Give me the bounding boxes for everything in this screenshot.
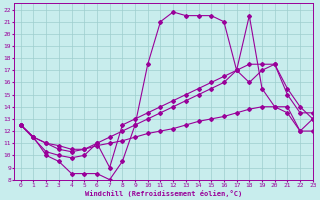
X-axis label: Windchill (Refroidissement éolien,°C): Windchill (Refroidissement éolien,°C) (85, 190, 242, 197)
